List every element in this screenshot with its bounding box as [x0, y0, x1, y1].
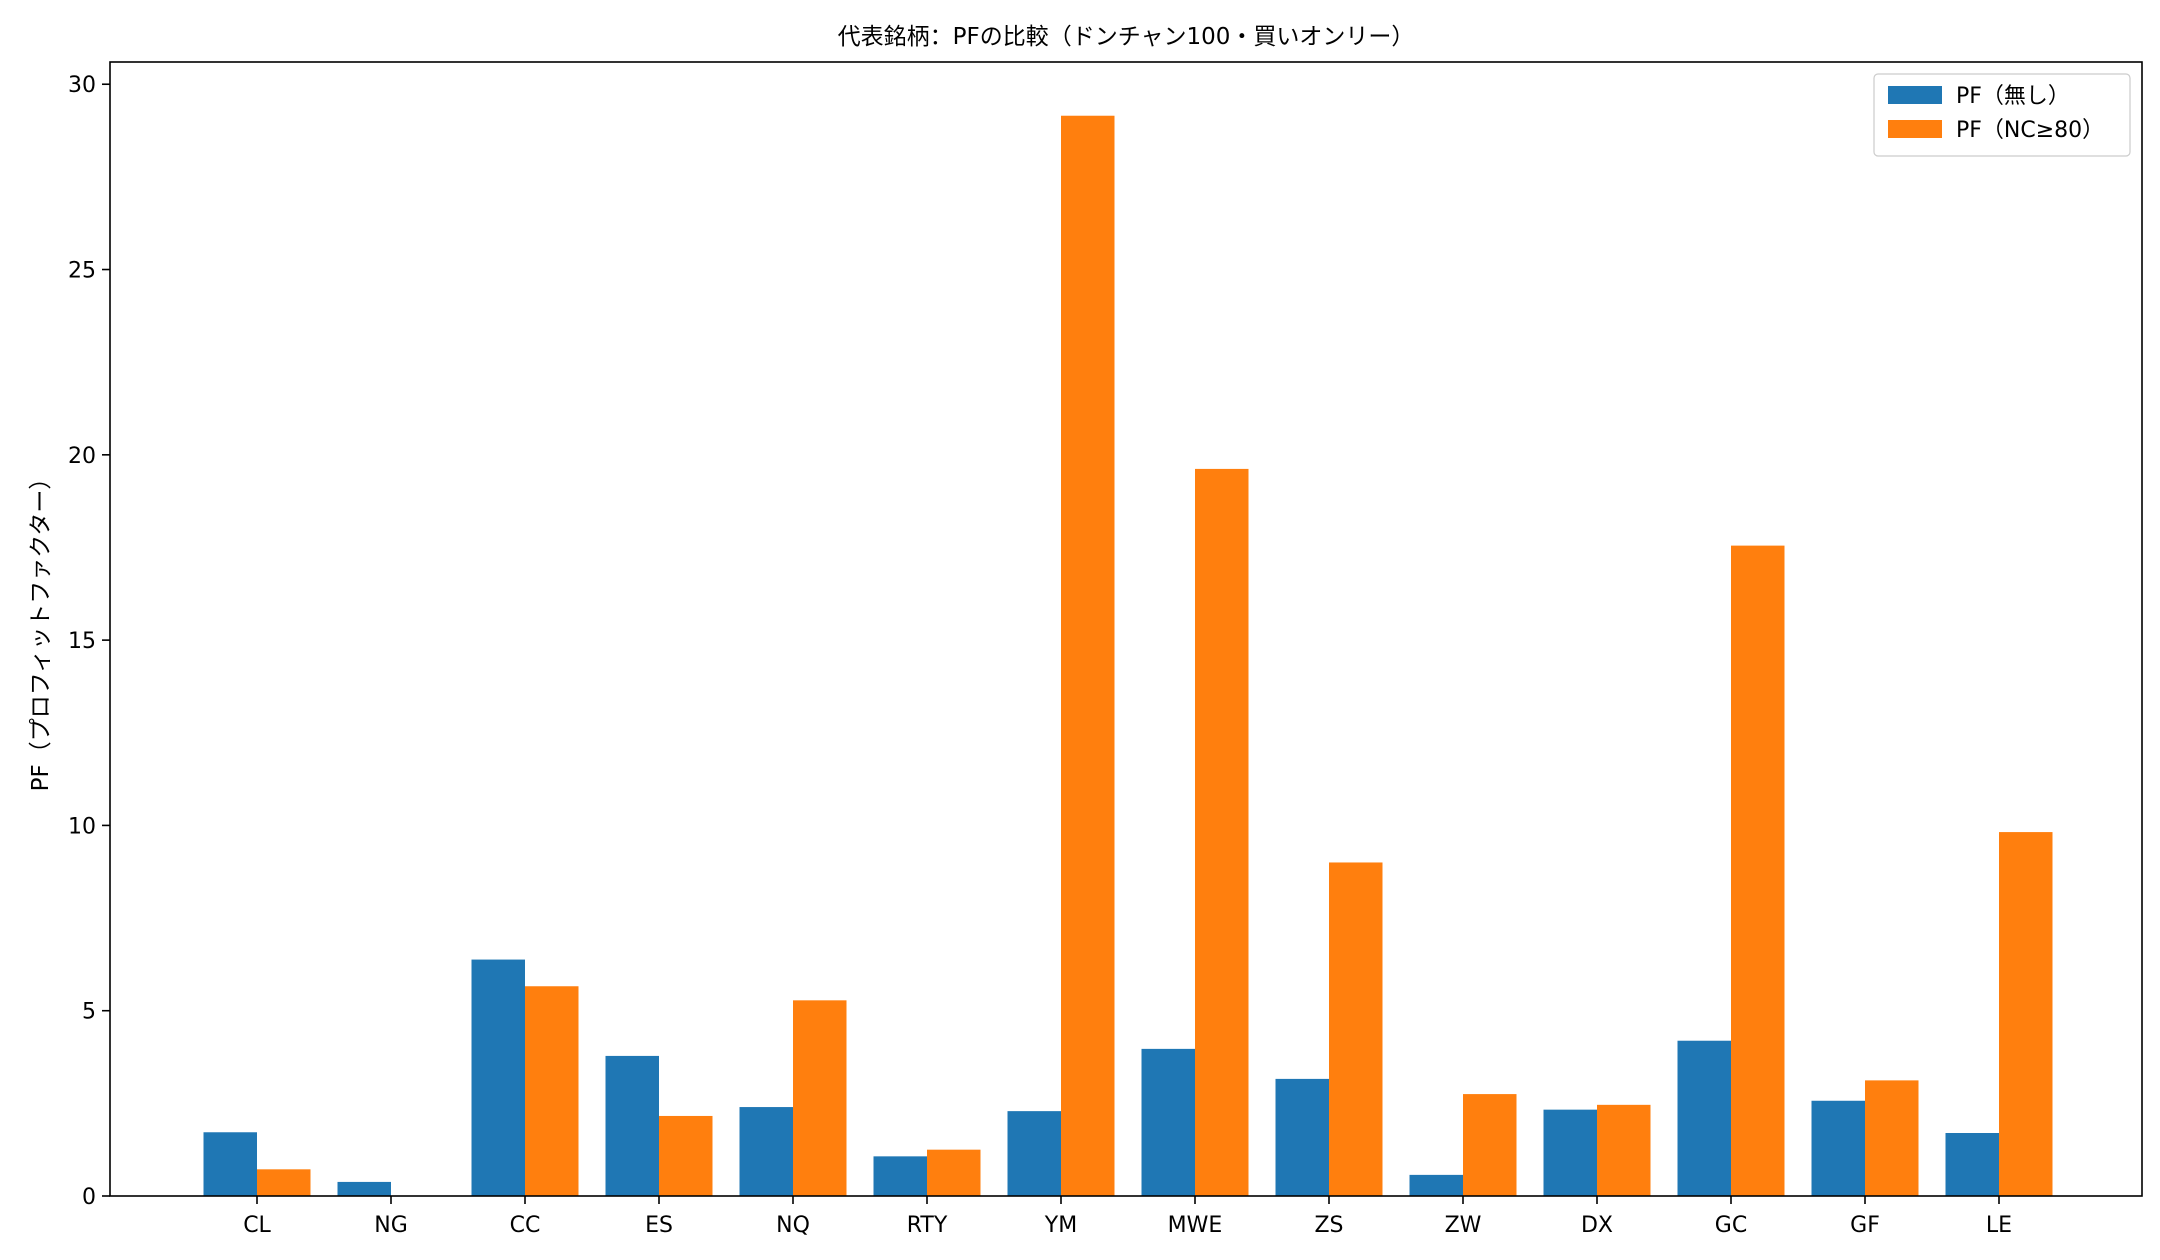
- bar-NQ-series-2: [793, 1000, 847, 1196]
- bar-CC-series-2: [525, 986, 579, 1196]
- bar-LE-series-2: [1999, 832, 2053, 1196]
- bar-GF-series-1: [1811, 1100, 1865, 1196]
- plot-area-frame: [109, 61, 2143, 1197]
- y-tick-label: 0: [82, 1185, 96, 1210]
- y-tick-label: 10: [68, 814, 96, 839]
- y-axis: 0 5 10 15 20 25 30: [68, 73, 110, 1210]
- bar-RTY-series-2: [927, 1149, 981, 1196]
- bar-RTY-series-1: [873, 1156, 927, 1196]
- x-tick-label-NQ: NQ: [776, 1213, 810, 1238]
- y-tick-label: 30: [68, 73, 96, 98]
- bar-ZS-series-1: [1275, 1078, 1329, 1196]
- bar-ZS-series-2: [1329, 862, 1383, 1196]
- bar-ES-series-1: [605, 1055, 659, 1196]
- bar-CL-series-2: [257, 1169, 311, 1196]
- x-tick-label-ZW: ZW: [1445, 1213, 1482, 1238]
- bar-ZW-series-2: [1463, 1094, 1517, 1196]
- bar-NG-series-1: [337, 1181, 391, 1196]
- bar-YM-series-2: [1061, 115, 1115, 1196]
- chart-title: 代表銘柄：PFの比較（ドンチャン100・買いオンリー）: [838, 24, 1415, 50]
- x-tick-label-YM: YM: [1044, 1213, 1077, 1238]
- x-tick-label-RTY: RTY: [907, 1213, 948, 1238]
- bar-ES-series-2: [659, 1115, 713, 1196]
- legend-entry-label: PF（無し）: [1956, 84, 2070, 109]
- x-tick-label-GF: GF: [1850, 1213, 1880, 1238]
- bar-GC-series-2: [1731, 545, 1785, 1196]
- x-tick-label-CC: CC: [510, 1213, 541, 1238]
- bar-MWE-series-1: [1141, 1048, 1195, 1196]
- legend-swatch: [1888, 120, 1942, 138]
- legend-entry-label: PF（NC≥80）: [1956, 118, 2104, 143]
- bar-MWE-series-2: [1195, 468, 1249, 1196]
- bar-DX-series-2: [1597, 1104, 1651, 1196]
- x-axis: CL NG CC ES NQ RTY YM MWE ZS ZW DX GC GF LE: [243, 1196, 2012, 1238]
- bar-NQ-series-1: [739, 1107, 793, 1196]
- bar-ZW-series-1: [1409, 1174, 1463, 1196]
- y-axis-label: PF（プロフィットファクター）: [28, 467, 54, 792]
- x-tick-label-CL: CL: [243, 1213, 271, 1238]
- legend: PF（無し） PF（NC≥80）: [1873, 73, 2131, 157]
- bar-LE-series-1: [1945, 1133, 1999, 1196]
- x-tick-label-LE: LE: [1986, 1213, 2012, 1238]
- x-tick-label-DX: DX: [1581, 1213, 1613, 1238]
- y-tick-label: 25: [68, 259, 96, 284]
- x-tick-label-MWE: MWE: [1168, 1213, 1223, 1238]
- y-tick-label: 20: [68, 444, 96, 469]
- x-tick-label-NG: NG: [374, 1213, 408, 1238]
- bar-GF-series-2: [1865, 1080, 1919, 1196]
- x-tick-label-GC: GC: [1715, 1213, 1747, 1238]
- bar-CC-series-1: [471, 959, 525, 1196]
- bar-CL-series-1: [203, 1132, 257, 1196]
- bar-DX-series-1: [1543, 1109, 1597, 1196]
- y-tick-label: 5: [82, 1000, 96, 1025]
- bar-GC-series-1: [1677, 1040, 1731, 1196]
- y-tick-label: 15: [68, 629, 96, 654]
- x-tick-label-ES: ES: [645, 1213, 673, 1238]
- bar-YM-series-1: [1007, 1111, 1061, 1196]
- x-tick-label-ZS: ZS: [1314, 1213, 1343, 1238]
- legend-swatch: [1888, 86, 1942, 104]
- bars-layer: [203, 115, 2053, 1196]
